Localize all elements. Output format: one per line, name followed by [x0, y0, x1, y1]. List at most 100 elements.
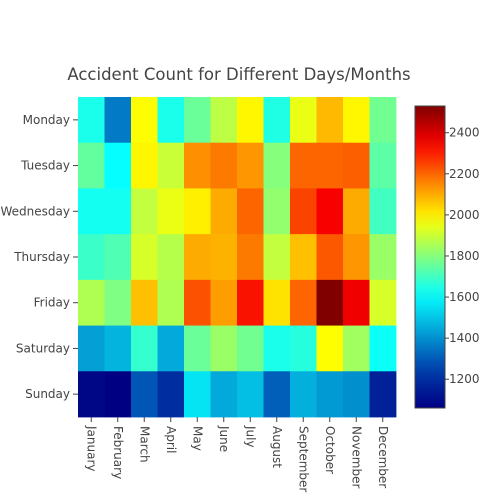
heatmap-cell-sunday-september	[290, 371, 317, 418]
heatmap-cells	[78, 97, 397, 418]
heatmap-cell-friday-february	[104, 279, 132, 326]
heatmap-cell-thursday-november	[343, 234, 370, 281]
heatmap-cell-tuesday-january	[78, 142, 105, 189]
y-axis: Monday Tuesday Wednesday Thursday Friday Satu…	[1, 113, 78, 401]
heatmap-cell-monday-february	[104, 97, 132, 144]
y-tick-label-friday: Friday	[34, 296, 70, 310]
heatmap-cell-saturday-november	[343, 325, 370, 372]
colorbar-gradient	[414, 105, 446, 409]
heatmap-cell-thursday-may	[184, 234, 211, 281]
x-tick-label-october: October	[323, 426, 337, 474]
heatmap-cell-tuesday-october	[316, 142, 344, 189]
x-axis: January February March April May June July Augu…	[84, 417, 390, 492]
heatmap-cell-wednesday-september	[290, 188, 317, 235]
heatmap-cell-saturday-january	[78, 325, 105, 372]
heatmap-cell-sunday-january	[78, 371, 105, 418]
heatmap-cell-saturday-december	[369, 325, 397, 372]
heatmap-cell-sunday-june	[210, 371, 238, 418]
x-tick-label-june: June	[217, 425, 231, 452]
heatmap-cell-tuesday-june	[210, 142, 238, 189]
heatmap-cell-wednesday-august	[263, 188, 291, 235]
x-tick-label-april: April	[164, 426, 178, 453]
colorbar-tick-label: 1200	[449, 372, 480, 386]
heatmap-cell-sunday-october	[316, 371, 344, 418]
x-tick-label-november: November	[349, 426, 363, 488]
heatmap-cell-friday-december	[369, 279, 397, 326]
heatmap-cell-monday-august	[263, 97, 291, 144]
heatmap-cell-monday-january	[78, 97, 105, 144]
heatmap-cell-thursday-june	[210, 234, 238, 281]
heatmap-cell-saturday-june	[210, 325, 238, 372]
heatmap-cell-thursday-april	[157, 234, 185, 281]
heatmap-cell-saturday-august	[263, 325, 291, 372]
heatmap-cell-monday-september	[290, 97, 317, 144]
heatmap-cell-thursday-october	[316, 234, 344, 281]
heatmap-cell-thursday-august	[263, 234, 291, 281]
heatmap-cell-friday-may	[184, 279, 211, 326]
heatmap-cell-thursday-december	[369, 234, 397, 281]
heatmap-cell-thursday-july	[237, 234, 264, 281]
heatmap-cell-wednesday-may	[184, 188, 211, 235]
heatmap-cell-wednesday-june	[210, 188, 238, 235]
heatmap-cell-tuesday-may	[184, 142, 211, 189]
x-tick-label-february: February	[111, 426, 125, 479]
heatmap-cell-monday-march	[131, 97, 158, 144]
heatmap-cell-saturday-april	[157, 325, 185, 372]
heatmap-cell-wednesday-january	[78, 188, 105, 235]
heatmap-cell-monday-july	[237, 97, 264, 144]
heatmap-cell-saturday-september	[290, 325, 317, 372]
colorbar-tick-label: 1600	[449, 290, 480, 304]
y-tick-label-wednesday: Wednesday	[1, 204, 70, 218]
heatmap-cell-monday-december	[369, 97, 397, 144]
y-tick-label-monday: Monday	[23, 113, 70, 127]
heatmap-cell-wednesday-october	[316, 188, 344, 235]
heatmap-cell-wednesday-march	[131, 188, 158, 235]
heatmap-cell-monday-june	[210, 97, 238, 144]
heatmap-cell-tuesday-april	[157, 142, 185, 189]
colorbar-tick-label: 2400	[449, 126, 480, 140]
heatmap-cell-tuesday-february	[104, 142, 132, 189]
heatmap-cell-thursday-january	[78, 234, 105, 281]
colorbar-tick-label: 1800	[449, 249, 480, 263]
x-tick-label-august: August	[270, 426, 284, 468]
heatmap-cell-thursday-march	[131, 234, 158, 281]
heatmap-cell-friday-october	[316, 279, 344, 326]
y-tick-label-saturday: Saturday	[16, 341, 70, 355]
heatmap-cell-wednesday-december	[369, 188, 397, 235]
heatmap-cell-tuesday-august	[263, 142, 291, 189]
x-tick-label-july: July	[243, 425, 257, 448]
x-tick-label-december: December	[376, 426, 390, 488]
x-tick-label-may: May	[190, 426, 204, 451]
heatmap-cell-saturday-may	[184, 325, 211, 372]
heatmap-cell-monday-may	[184, 97, 211, 144]
heatmap-cell-friday-november	[343, 279, 370, 326]
heatmap-cell-thursday-september	[290, 234, 317, 281]
heatmap-cell-wednesday-april	[157, 188, 185, 235]
heatmap-cell-tuesday-september	[290, 142, 317, 189]
heatmap-cell-sunday-may	[184, 371, 211, 418]
heatmap-cell-sunday-november	[343, 371, 370, 418]
colorbar-tick-label: 2200	[449, 167, 480, 181]
heatmap-cell-monday-april	[157, 97, 185, 144]
colorbar-tick-label: 2000	[449, 208, 480, 222]
heatmap-cell-saturday-july	[237, 325, 264, 372]
heatmap-cell-monday-november	[343, 97, 370, 144]
heatmap-cell-wednesday-july	[237, 188, 264, 235]
colorbar-tick-label: 1400	[449, 331, 480, 345]
heatmap-cell-tuesday-november	[343, 142, 370, 189]
x-tick-label-september: September	[296, 426, 310, 492]
heatmap-cell-friday-march	[131, 279, 158, 326]
heatmap-cell-sunday-february	[104, 371, 132, 418]
heatmap-cell-friday-january	[78, 279, 105, 326]
heatmap-cell-saturday-october	[316, 325, 344, 372]
heatmap-cell-friday-april	[157, 279, 185, 326]
heatmap-cell-sunday-july	[237, 371, 264, 418]
heatmap-cell-friday-august	[263, 279, 291, 326]
x-tick-label-january: January	[84, 425, 98, 472]
y-tick-label-sunday: Sunday	[25, 387, 70, 401]
heatmap-cell-sunday-december	[369, 371, 397, 418]
heatmap-cell-friday-july	[237, 279, 264, 326]
x-tick-label-march: March	[137, 426, 151, 463]
heatmap-cell-saturday-march	[131, 325, 158, 372]
